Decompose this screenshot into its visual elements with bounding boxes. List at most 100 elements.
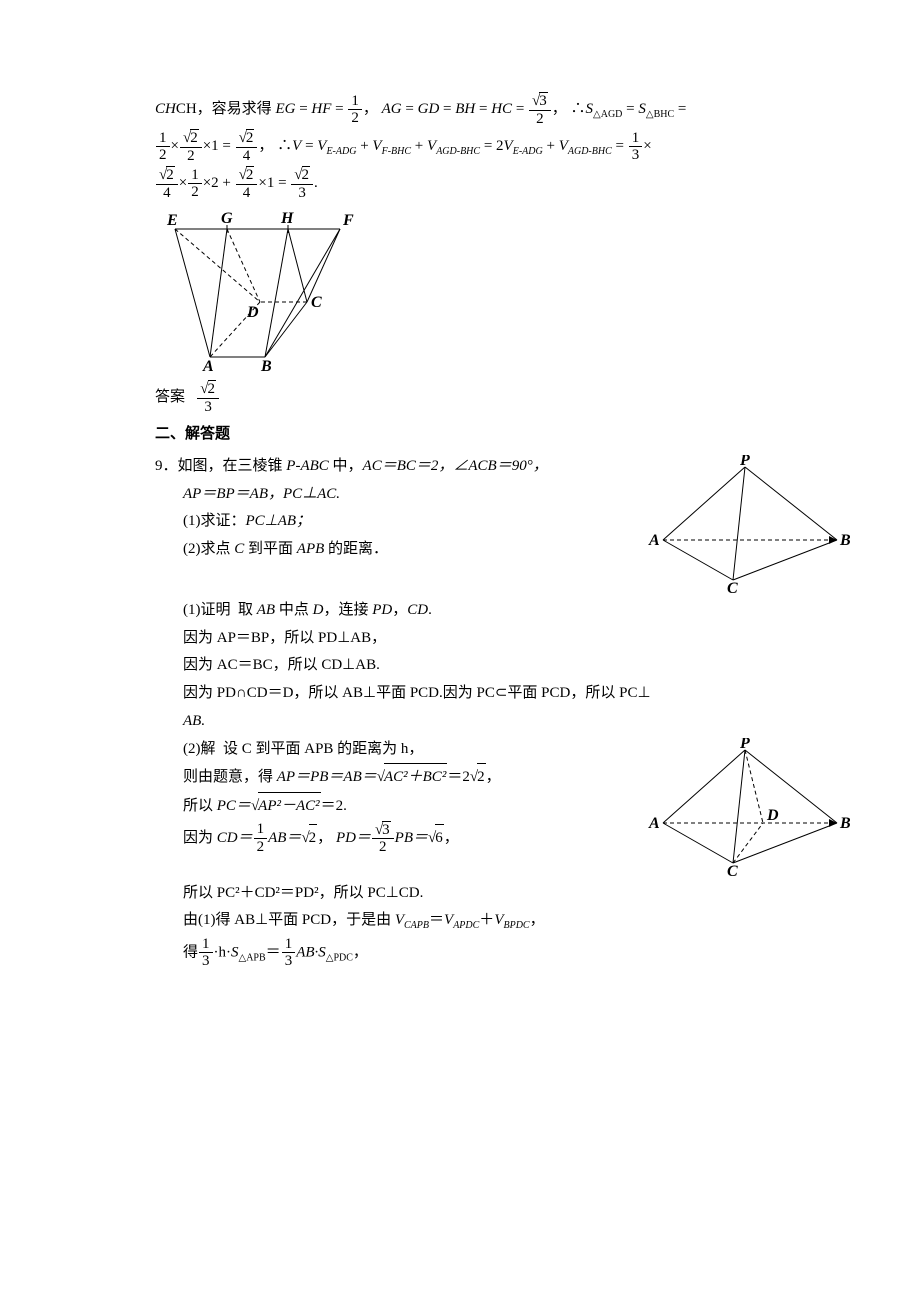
n: 2 [156,147,170,164]
tetra2-svg: P A B C D [645,738,850,876]
n: 3 [291,185,313,202]
sym: + [356,138,372,154]
lbl-E: E [166,212,178,229]
V: V [395,912,404,928]
q9-sol2-l6: 由(1)得 AB⊥平面 PCD，于是由 VCAPB＝VAPDC＋VBPDC， [183,907,850,936]
txt: 如图，在三棱锥 [178,458,287,474]
rad: 6 [435,824,444,853]
txt: AB. [183,713,205,729]
txt: (1)证明 [183,602,231,618]
sym: ∴ [571,101,586,117]
txt: 因为 AP＝BP，所以 PD⊥AB， [183,630,386,646]
txt: 因为 AC＝BC，所以 CD⊥AB. [183,657,380,673]
txt: (1)求证： [183,513,246,529]
q9-sol1-head: (1)证明 取 AB 中点 D，连接 PD，CD. [183,597,850,625]
sub: △APB [239,952,266,963]
tetra2-figure: P A B C D [645,738,850,876]
n: 1 [156,130,170,148]
q9-num: 9． [155,458,178,474]
sym: ×1 = [258,175,290,191]
sym: ＝ [266,944,281,960]
top-line1: CHCH，容易求得 EG = HF = 12， AG = GD = BH = H… [155,92,850,127]
q9-sol2-l7: 得13·h·S△APB＝13AB·S△PDC， [183,936,850,970]
num: 2 [529,111,551,128]
n: 1 [629,130,643,148]
txt: ， [353,944,368,960]
tetra1-figure: P A B C [645,455,850,593]
txt: PB＝ [395,830,428,846]
V: V [444,912,453,928]
n: 2 [180,148,202,165]
txt: CD＝ [217,830,253,846]
V: V [292,138,301,154]
sub: F­-BHC [382,146,411,157]
txt: PD＝ [336,830,371,846]
q9: P A B C 9．如图，在三棱锥 P-ABC 中，AC＝BC＝2，∠ACB＝9… [155,453,850,970]
txt: 因为 PD∩CD＝D，所以 AB⊥平面 PCD.因为 PC⊂平面 PCD，所以 … [183,685,651,701]
txt: (2)解 [183,741,216,757]
sym: × [171,138,179,154]
n: 2 [246,129,255,147]
n: 3 [197,399,219,416]
txt: 所以 PC²＋CD²＝PD²，所以 PC⊥CD. [183,885,423,901]
txt: AP＝BP＝AB，PC⊥AC. [183,486,340,502]
txt: PC＝ [217,798,251,814]
sym: ∴ [277,138,292,154]
txt: APB [297,541,325,557]
lbl-A: A [648,815,660,832]
lbl-B: B [839,532,850,549]
n: 2 [302,166,311,184]
txt: 所以 [183,798,217,814]
sym: × [179,175,187,191]
n: 1 [254,821,268,839]
tetra1-svg: P A B C [645,455,850,593]
sym: × [643,138,651,154]
V: V [427,138,436,154]
lbl-A: A [202,358,214,372]
top-line2: 12×22×1 = 24， ∴V = VE­-ADG + VF­-BHC + V… [155,129,850,164]
sym: . [314,175,318,191]
top-line3: 24×12×2 + 24×1 = 23. [155,166,850,201]
q9-sol1-l2: 因为 AP＝BP，所以 PD⊥AB， [183,625,850,653]
txt: AP＝PB＝AB＝ [277,769,377,785]
sym: = [301,138,317,154]
txt: 则由题意，得 [183,769,277,785]
n: 2 [496,138,504,154]
sub: CAPB [404,920,429,931]
S: S [638,101,646,117]
n: 3 [282,953,296,970]
lbl-C: C [727,863,738,876]
sym: ×1 = [203,138,235,154]
lbl-A: A [648,532,660,549]
txt: AC＝BC＝2，∠ACB＝90°， [363,458,548,474]
n: 4 [236,185,258,202]
n: 3 [382,821,391,839]
txt: 中， [329,458,363,474]
sym: = [616,138,628,154]
S: S [231,944,239,960]
n: 4 [236,148,258,165]
n: 4 [156,185,178,202]
q9-sol1-l3: 因为 AC＝BC，所以 CD⊥AB. [183,652,850,680]
lbl-B: B [839,815,850,832]
txt: (2)求点 [183,541,234,557]
txt: 由(1)得 AB⊥平面 PCD，于是由 [183,912,395,928]
txt: 到平面 [244,541,297,557]
lbl-P: P [739,455,750,469]
answer-label: 答案 [155,389,185,405]
txt: CH，容易求得 [176,101,272,117]
lbl-D: D [246,304,259,321]
sub: △AGD [593,109,622,120]
sym: ×2 + [203,175,235,191]
sub: △BHC [646,109,674,120]
sym: = [484,138,496,154]
sub: E­-ADG [326,146,356,157]
sub: △PDC [326,952,353,963]
txt: C [234,541,244,557]
V: V [559,138,568,154]
q9-sol2-l5: 所以 PC²＋CD²＝PD²，所以 PC⊥CD. [183,880,850,908]
V: V [504,138,513,154]
q9-sol1-l4b: AB. [183,708,850,736]
num: 2 [348,110,362,127]
rad: 2 [477,763,486,792]
